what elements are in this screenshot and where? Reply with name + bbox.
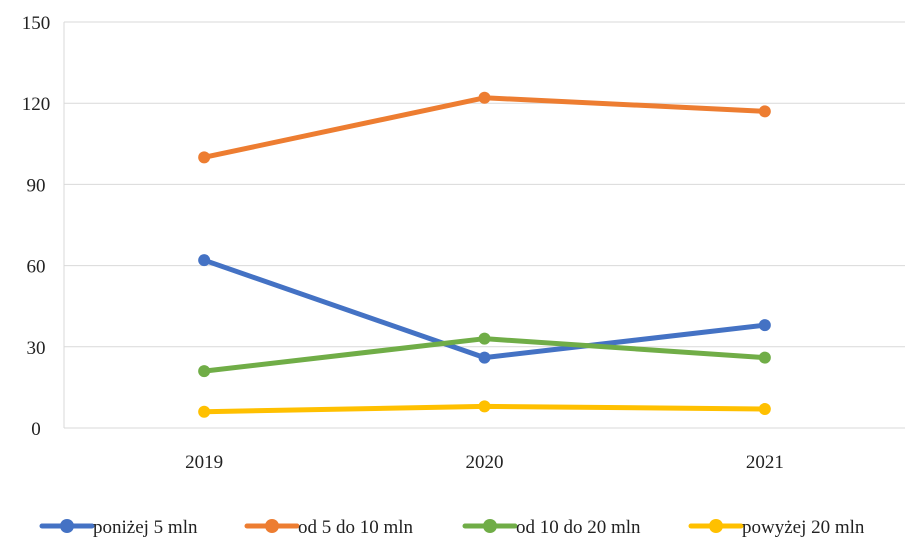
legend-label: poniżej 5 mln [93,517,198,538]
x-axis-tick-labels: 2019 2020 2021 [185,452,784,473]
legend-item: od 10 do 20 mln [462,517,641,538]
legend-item: poniżej 5 mln [39,517,198,538]
data-point [758,105,771,118]
gridlines [64,21,905,429]
data-point [758,403,771,416]
legend-item: powyżej 20 mln [688,517,865,538]
data-point [478,400,491,413]
y-axis-tick-labels: 0 30 60 90 120 150 [22,13,51,440]
data-point [198,151,211,164]
y-tick-label: 150 [22,13,51,34]
data-point [198,254,211,267]
data-point [478,351,491,364]
legend-swatch-marker [483,519,497,533]
data-point [198,365,211,378]
y-tick-label: 30 [27,338,46,359]
y-tick-label: 0 [31,419,41,440]
data-point [758,319,771,332]
data-point [758,351,771,364]
y-tick-label: 90 [27,175,46,196]
data-point [478,332,491,345]
series-lines [201,95,768,415]
legend-label: powyżej 20 mln [742,517,865,538]
legend-swatch-marker [709,519,723,533]
legend-label: od 10 do 20 mln [516,517,641,538]
legend: poniżej 5 mln od 5 do 10 mln od 10 do 20 m… [39,517,865,538]
series-points [198,91,771,418]
legend-swatch-marker [60,519,74,533]
x-tick-label: 2020 [466,452,504,473]
y-tick-label: 60 [27,257,46,278]
series-line [201,95,768,160]
data-point [198,405,211,418]
legend-item: od 5 do 10 mln [244,517,414,538]
x-tick-label: 2021 [746,452,784,473]
legend-swatch-marker [265,519,279,533]
x-tick-label: 2019 [185,452,223,473]
y-tick-label: 120 [22,94,51,115]
data-point [478,91,491,104]
legend-label: od 5 do 10 mln [298,517,414,538]
